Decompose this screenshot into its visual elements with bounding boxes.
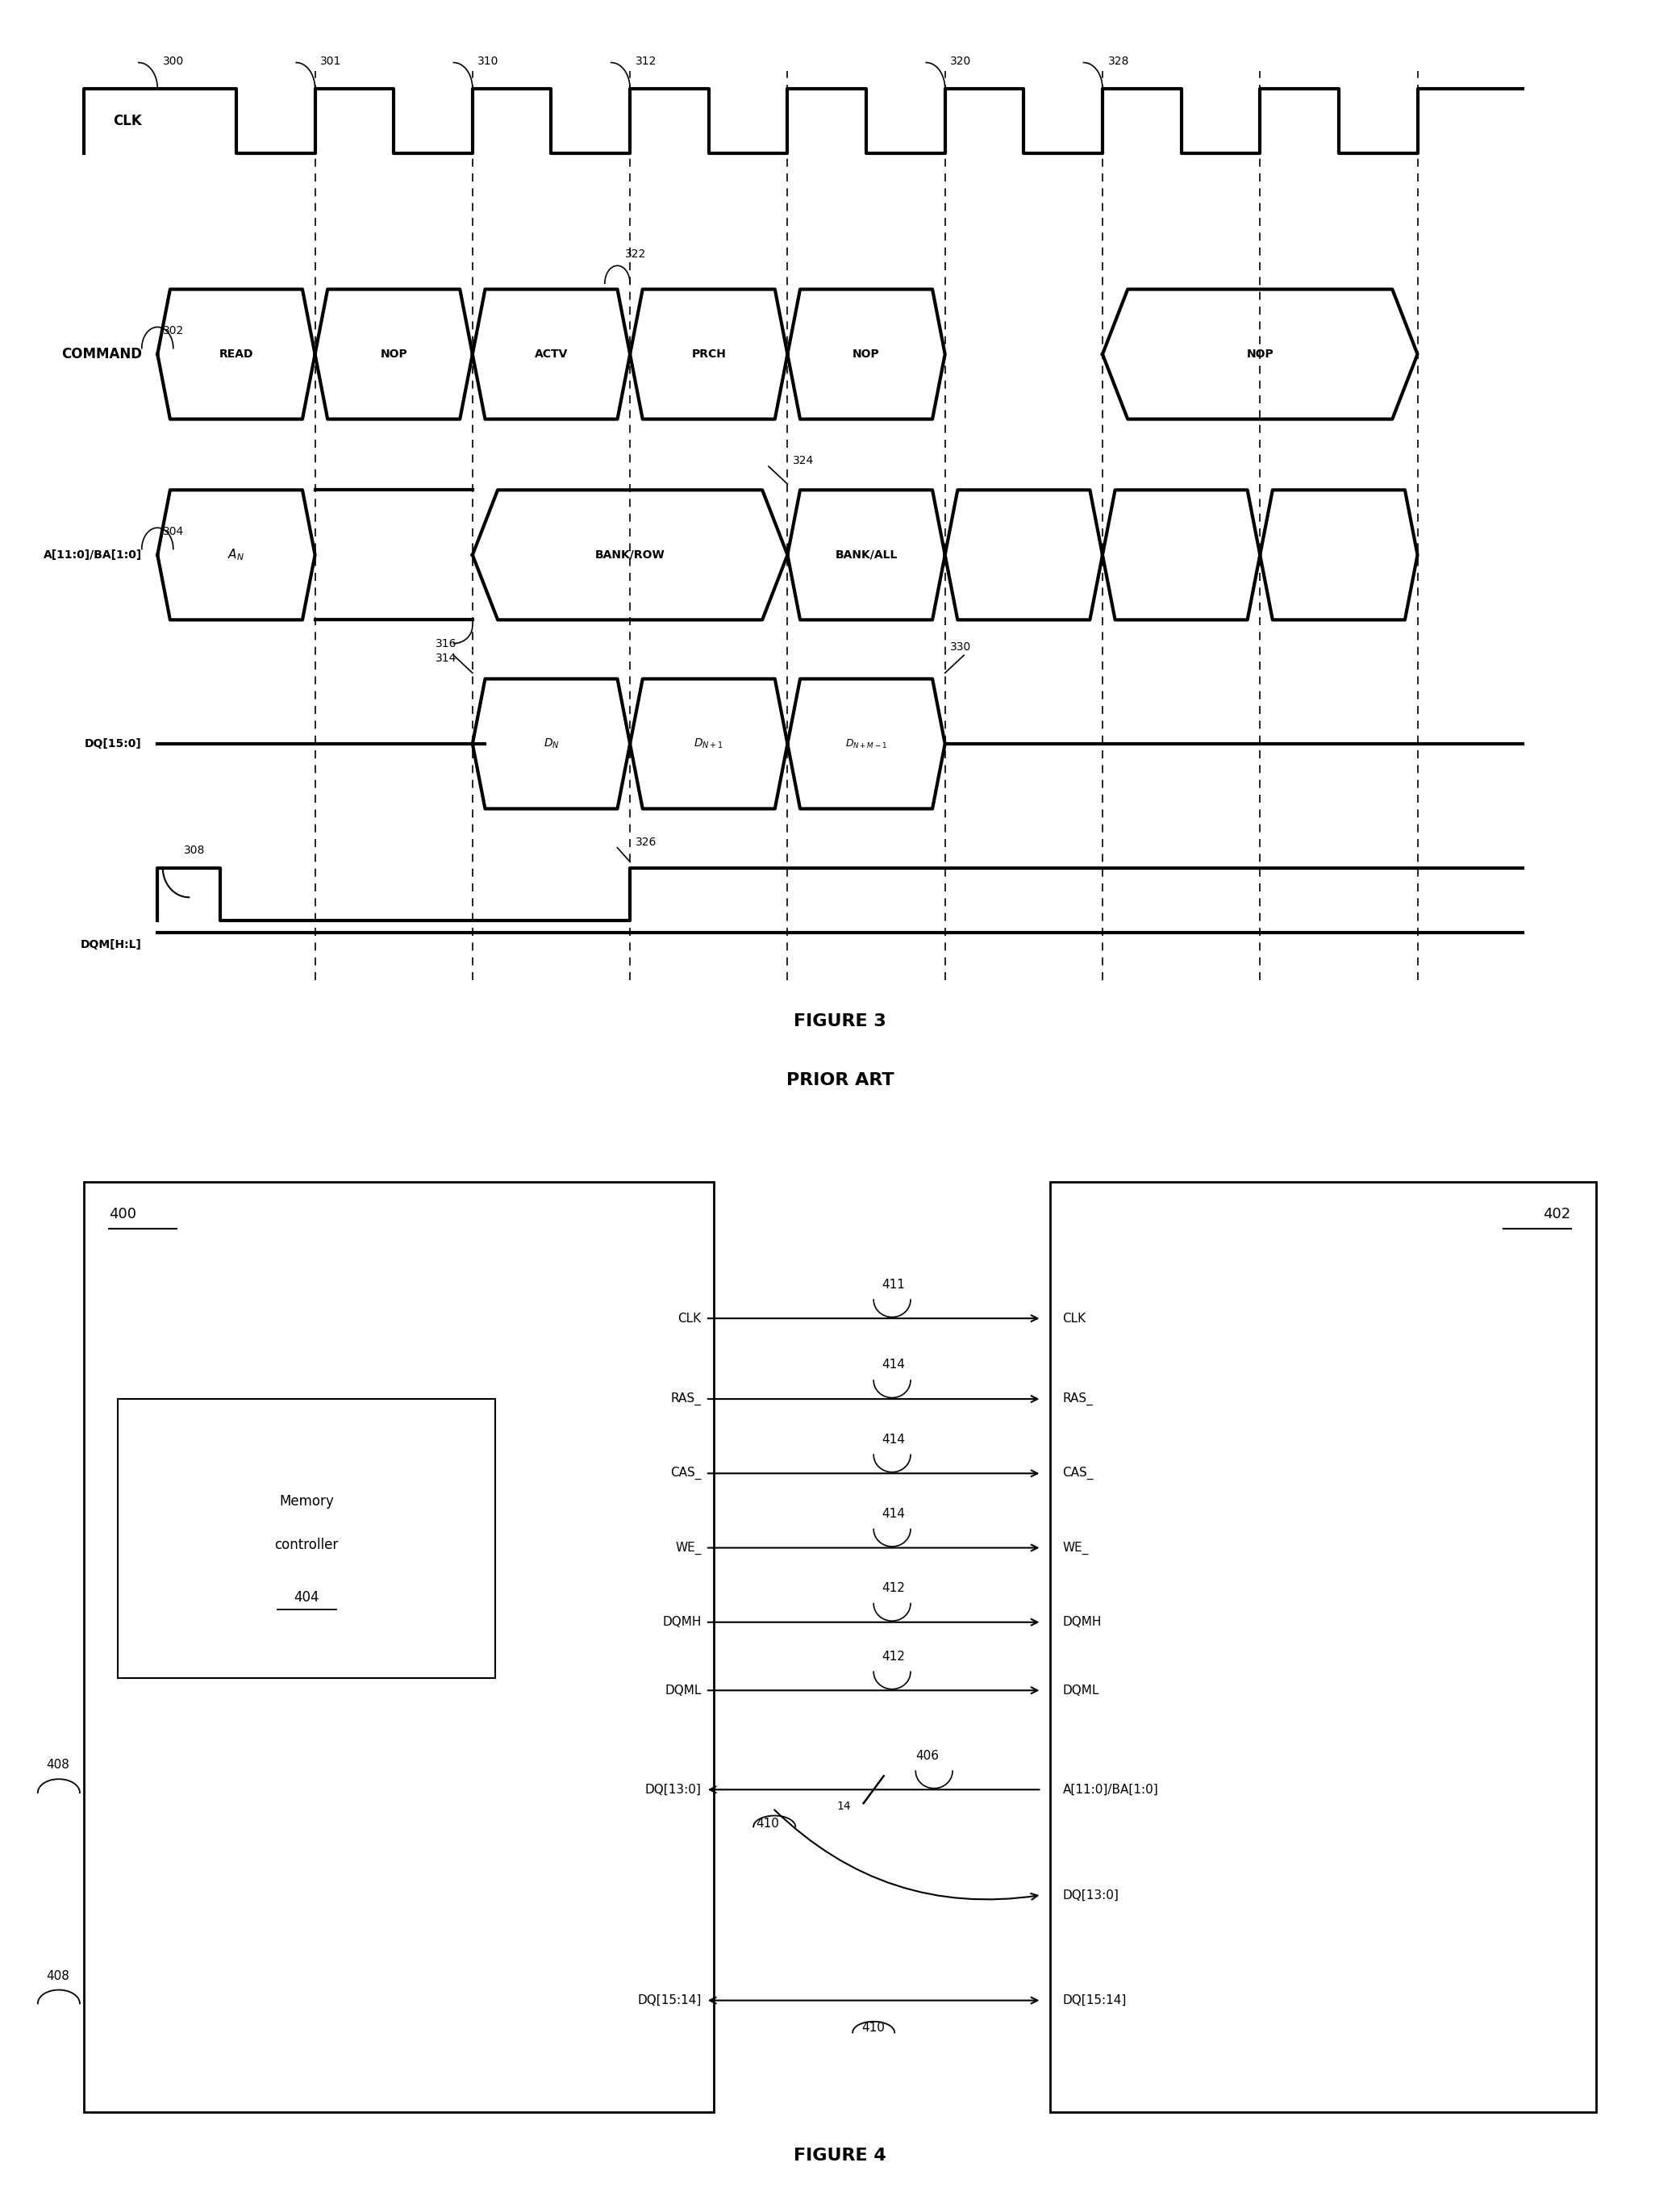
Text: DQ[13:0]: DQ[13:0] [1063,1889,1119,1902]
Text: CAS_: CAS_ [1063,1467,1094,1480]
Text: 326: 326 [635,837,657,848]
Bar [84,1181,714,2113]
Text: $D_{N+M-1}$: $D_{N+M-1}$ [845,738,887,749]
Text: FIGURE 4: FIGURE 4 [793,2148,887,2163]
Text: DQM[H:L]: DQM[H:L] [81,940,141,951]
Text: 412: 412 [882,1651,906,1662]
Text: 406: 406 [916,1750,939,1761]
Text: 402: 402 [1544,1208,1571,1221]
Text: DQMH: DQMH [662,1616,702,1627]
Text: READ: READ [218,349,254,360]
Bar [1050,1181,1596,2113]
Text: CAS_: CAS_ [670,1467,702,1480]
Text: BANK/ALL: BANK/ALL [835,549,897,560]
Text: 408: 408 [47,1759,69,1770]
Text: 410: 410 [756,1818,780,1829]
Text: NOP: NOP [853,349,880,360]
Text: $D_N$: $D_N$ [543,738,559,751]
Text: 414: 414 [882,1509,906,1520]
Text: PRIOR ART: PRIOR ART [786,1072,894,1089]
Text: 411: 411 [882,1278,906,1291]
Text: 314: 314 [435,652,457,663]
Text: DQMH: DQMH [1063,1616,1102,1627]
Text: A[11:0]/BA[1:0]: A[11:0]/BA[1:0] [1063,1783,1159,1796]
Text: 322: 322 [625,248,645,259]
Text: WE_: WE_ [675,1542,702,1555]
Text: 412: 412 [882,1581,906,1594]
Text: COMMAND: COMMAND [60,347,141,362]
Text: 330: 330 [951,641,971,652]
Text: NOP: NOP [380,349,407,360]
Text: 316: 316 [435,639,457,650]
Text: 414: 414 [882,1359,906,1370]
Text: CLK: CLK [679,1313,702,1324]
Text: 324: 324 [793,455,813,466]
Text: 304: 304 [163,525,183,538]
Text: CLK: CLK [113,114,141,127]
Text: 414: 414 [882,1434,906,1445]
Text: NOP: NOP [1247,349,1273,360]
Text: DQML: DQML [665,1684,702,1698]
Bar [118,1399,496,1678]
Text: DQ[13:0]: DQ[13:0] [645,1783,702,1796]
Text: Memory: Memory [279,1493,334,1509]
Text: DQ[15:0]: DQ[15:0] [84,738,141,749]
Text: 308: 308 [183,845,205,856]
Text: 302: 302 [163,325,183,336]
Text: DQ[15:14]: DQ[15:14] [637,1994,702,2007]
Text: ACTV: ACTV [534,349,568,360]
Text: 310: 310 [477,57,499,68]
Text: PRCH: PRCH [692,349,726,360]
Text: CLK: CLK [1063,1313,1085,1324]
Text: $A_N$: $A_N$ [228,547,245,562]
Text: 320: 320 [951,57,971,68]
Text: RAS_: RAS_ [670,1392,702,1405]
Text: WE_: WE_ [1063,1542,1089,1555]
Text: BANK/ROW: BANK/ROW [595,549,665,560]
Text: DQML: DQML [1063,1684,1099,1698]
Text: $D_{N+1}$: $D_{N+1}$ [694,738,724,751]
Text: A[11:0]/BA[1:0]: A[11:0]/BA[1:0] [44,549,141,560]
Text: 301: 301 [321,57,341,68]
Text: 14: 14 [837,1801,852,1812]
Text: RAS_: RAS_ [1063,1392,1094,1405]
Text: 328: 328 [1107,57,1129,68]
Text: 300: 300 [163,57,183,68]
Text: DQ[15:14]: DQ[15:14] [1063,1994,1127,2007]
Text: 408: 408 [47,1970,69,1981]
Text: 312: 312 [635,57,657,68]
Text: FIGURE 3: FIGURE 3 [793,1012,887,1030]
Text: 404: 404 [294,1590,319,1605]
Text: controller: controller [274,1537,339,1553]
Text: 410: 410 [862,2023,885,2033]
Text: 400: 400 [109,1208,136,1221]
